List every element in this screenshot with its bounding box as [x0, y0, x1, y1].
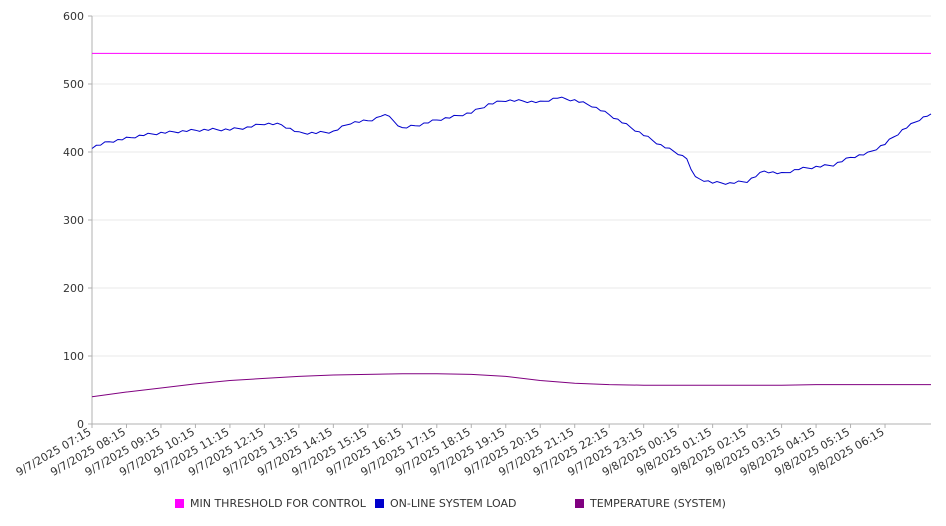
y-tick-label: 300 — [63, 214, 84, 227]
y-tick-label: 600 — [63, 10, 84, 23]
y-tick-label: 400 — [63, 146, 84, 159]
y-tick-labels: 0 100 200 300 400 500 600 — [63, 10, 84, 431]
legend-swatch-temperature — [575, 499, 584, 508]
legend-item-temperature: TEMPERATURE (SYSTEM) — [575, 497, 726, 510]
y-tick-label: 0 — [77, 418, 84, 431]
legend-label-threshold: MIN THRESHOLD FOR CONTROL — [190, 497, 366, 510]
legend-item-threshold: MIN THRESHOLD FOR CONTROL — [175, 497, 366, 510]
chart-legend: MIN THRESHOLD FOR CONTROL ON-LINE SYSTEM… — [0, 497, 946, 515]
series-line-load — [91, 96, 932, 185]
legend-label-temperature: TEMPERATURE (SYSTEM) — [590, 497, 726, 510]
series-lines — [91, 52, 932, 398]
legend-swatch-load — [375, 499, 384, 508]
y-tick-label: 500 — [63, 78, 84, 91]
x-tick-labels: 9/7/2025 07:159/7/2025 08:159/7/2025 09:… — [14, 425, 887, 479]
legend-swatch-threshold — [175, 499, 184, 508]
legend-item-load: ON-LINE SYSTEM LOAD — [375, 497, 516, 510]
series-line-temperature — [91, 373, 931, 398]
y-tick-label: 200 — [63, 282, 84, 295]
grid-lines — [92, 15, 931, 357]
axes — [88, 15, 931, 428]
legend-label-load: ON-LINE SYSTEM LOAD — [390, 497, 517, 510]
y-tick-label: 100 — [63, 350, 84, 363]
